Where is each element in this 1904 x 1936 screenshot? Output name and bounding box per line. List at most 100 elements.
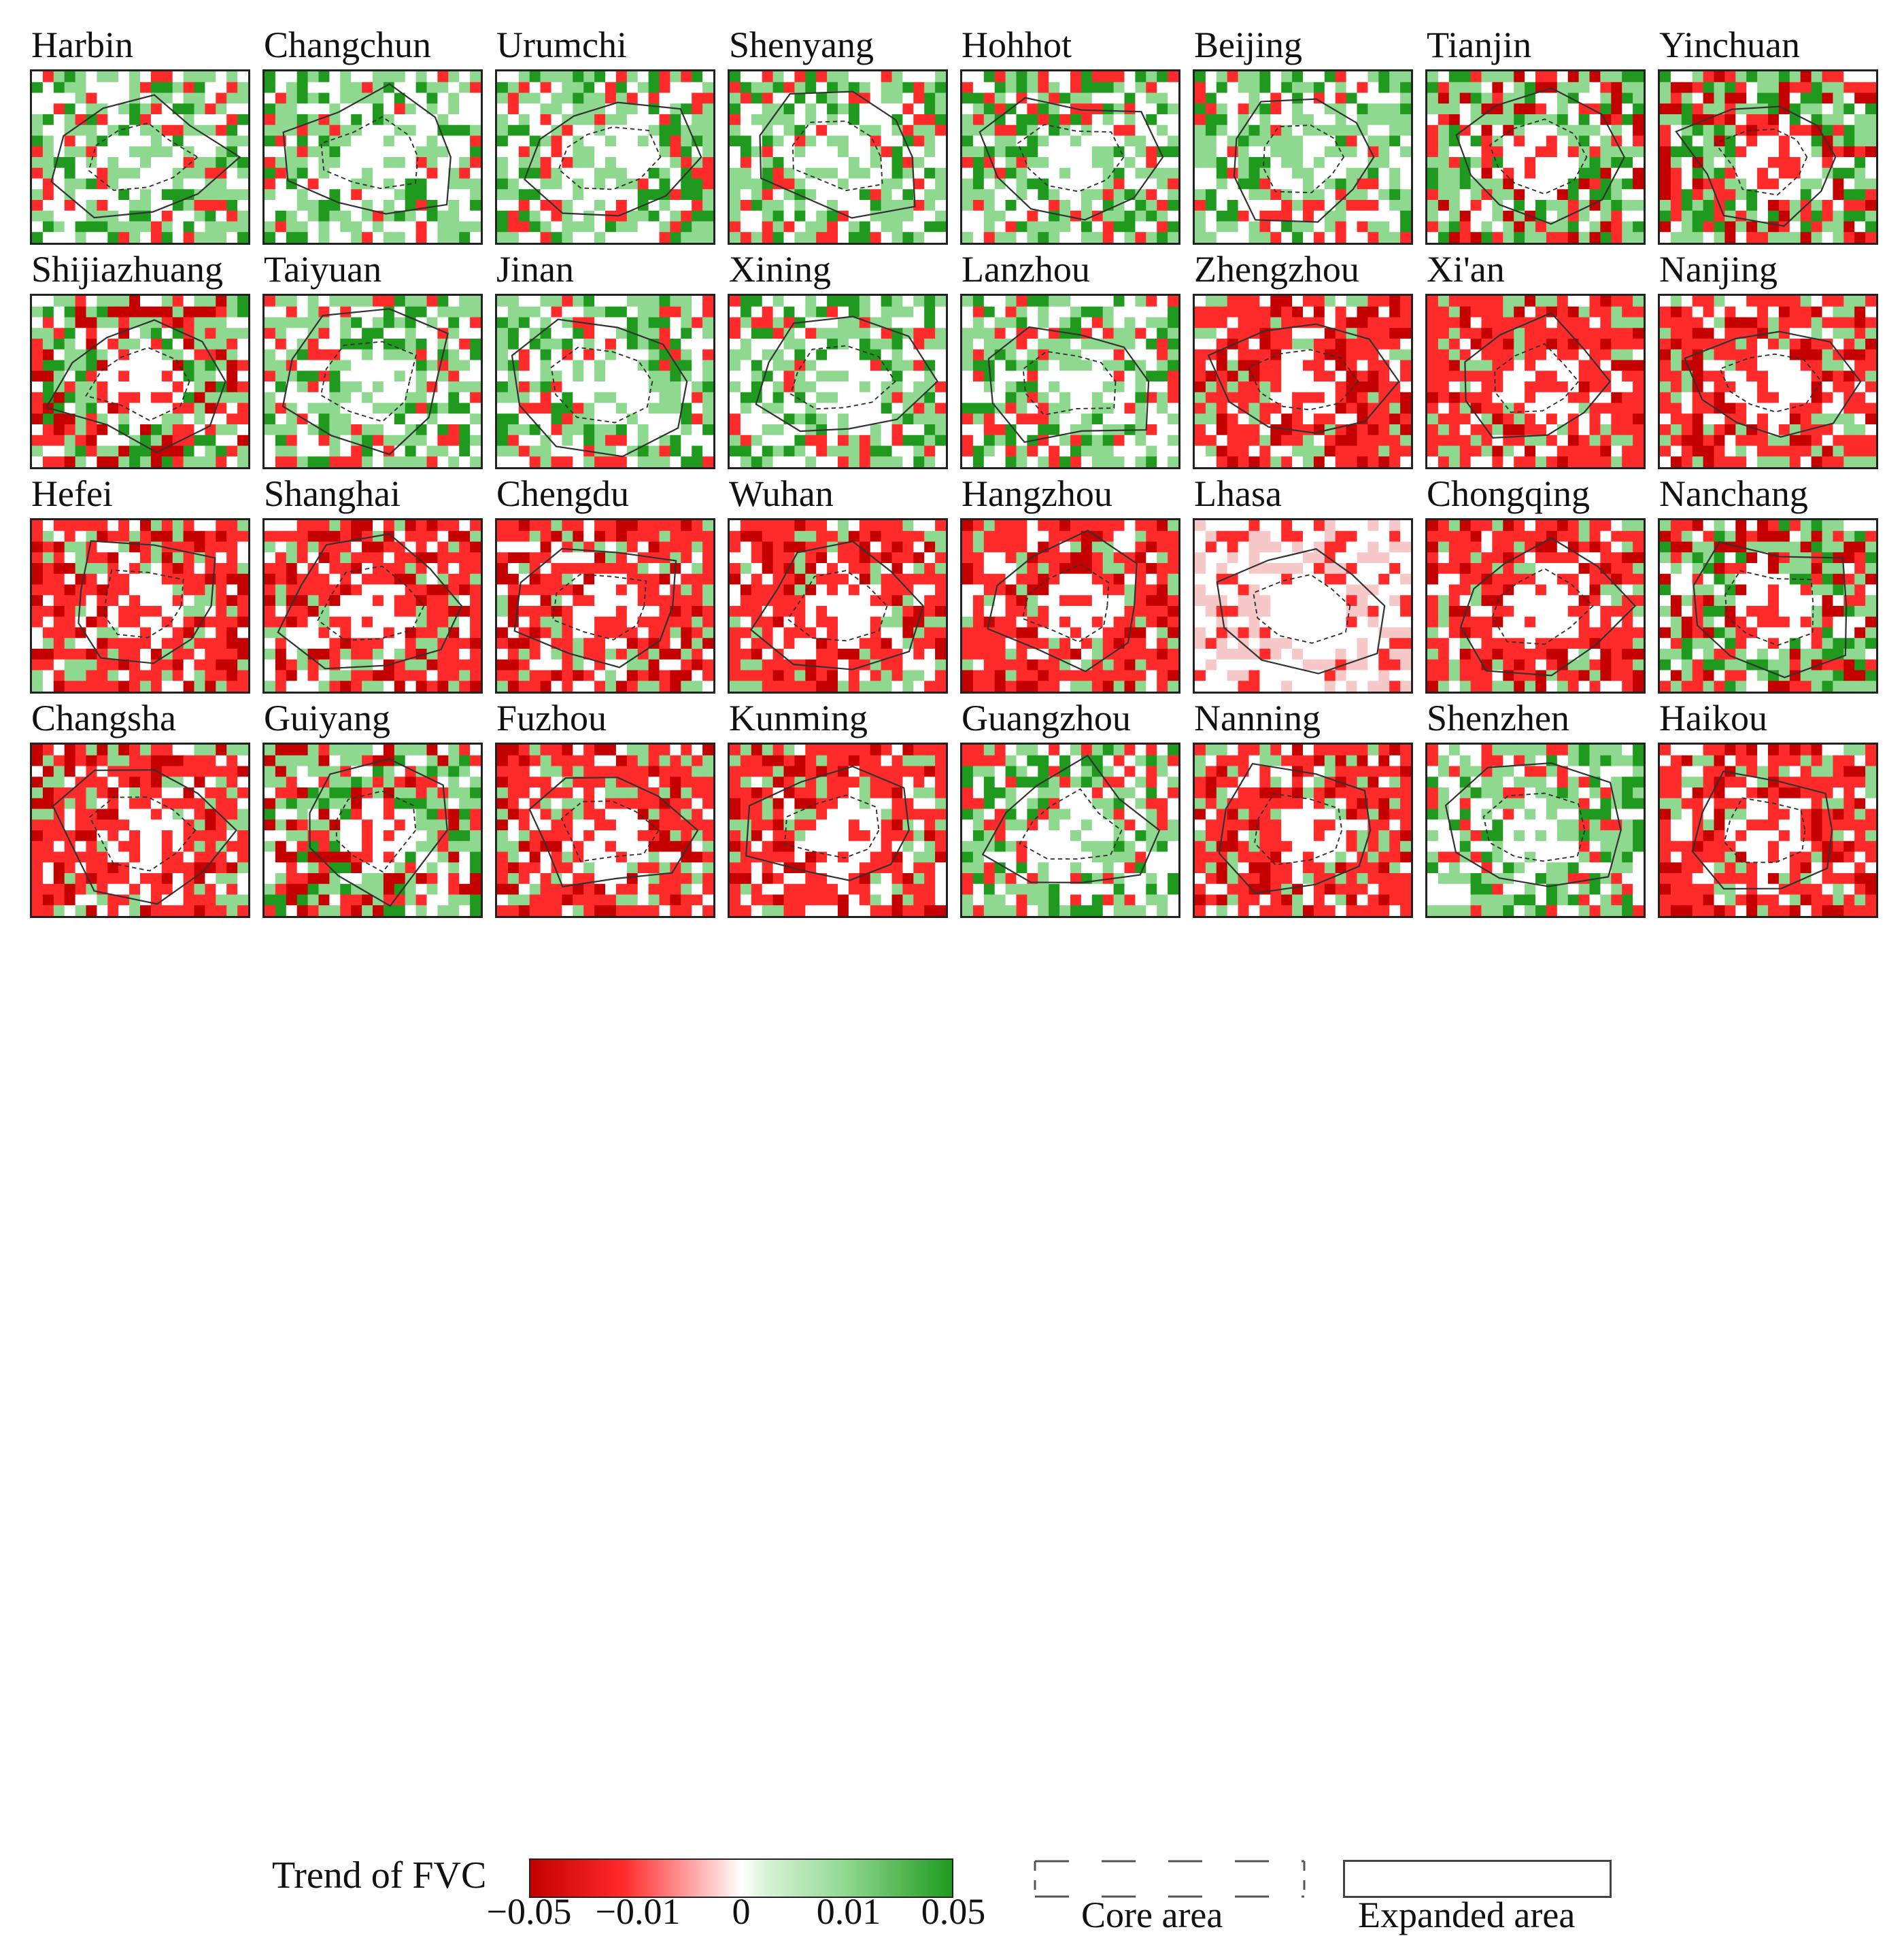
- expanded-area-boundary: [979, 97, 1164, 221]
- city-panel: Nanning: [1193, 698, 1425, 922]
- city-name: Beijing: [1194, 24, 1302, 65]
- fvc-trend-map: [728, 69, 948, 245]
- city-name: Lanzhou: [962, 249, 1090, 290]
- city-name: Taiyuan: [264, 249, 382, 290]
- city-name: Lhasa: [1194, 473, 1282, 514]
- expanded-area-boundary: [755, 316, 939, 432]
- fvc-trend-map: [1425, 518, 1646, 694]
- core-area-boundary: [1021, 563, 1110, 643]
- city-name: Haikou: [1659, 698, 1767, 738]
- city-name: Zhengzhou: [1194, 249, 1359, 290]
- city-name: Shenzhen: [1427, 698, 1569, 738]
- city-panel: Shenzhen: [1425, 698, 1658, 922]
- expanded-area-boundary: [1218, 762, 1372, 894]
- city-panel: Urumchi: [495, 24, 728, 249]
- city-name: Harbin: [31, 24, 133, 65]
- city-name: Hohhot: [962, 24, 1072, 65]
- city-panel: Hangzhou: [960, 473, 1193, 698]
- city-name: Guiyang: [264, 698, 390, 738]
- expanded-area-boundary: [1460, 537, 1637, 677]
- core-area-boundary: [1262, 124, 1345, 194]
- fvc-trend-map: [262, 69, 483, 245]
- city-panel: Lhasa: [1193, 473, 1425, 698]
- tick-label-zero: 0: [732, 1891, 751, 1932]
- city-panel: Yinchuan: [1658, 24, 1890, 249]
- city-name: Xining: [729, 249, 832, 290]
- expanded-area-boundary: [987, 529, 1138, 673]
- city-panel: Nanjing: [1658, 249, 1890, 473]
- city-name: Fuzhou: [496, 698, 607, 738]
- core-area-boundary: [558, 126, 662, 190]
- expanded-area-boundary: [511, 318, 688, 458]
- fvc-trend-map: [262, 294, 483, 469]
- expanded-area-boundary: [1444, 762, 1622, 887]
- legend-title: Trend of FVC: [272, 1854, 487, 1897]
- city-name: Nanning: [1194, 698, 1321, 738]
- core-area-boundary: [1247, 349, 1359, 411]
- core-area-boundary: [1017, 124, 1125, 192]
- expanded-area-boundary: [745, 765, 910, 881]
- city-name: Kunming: [729, 698, 868, 738]
- expanded-area-boundary: [1207, 323, 1400, 434]
- fvc-trend-map: [1658, 69, 1878, 245]
- expanded-area-boundary: [1675, 105, 1837, 227]
- city-panel: Kunming: [728, 698, 960, 922]
- fvc-trend-map: [30, 69, 250, 245]
- city-name: Jinan: [496, 249, 574, 290]
- fvc-trend-map: [960, 743, 1180, 918]
- expanded-area-swatch: [1343, 1860, 1612, 1898]
- expanded-area-boundary: [1693, 541, 1848, 679]
- core-area-boundary: [88, 796, 197, 872]
- expanded-area-boundary: [78, 540, 216, 664]
- fvc-trend-map: [1193, 294, 1413, 469]
- core-area-boundary: [784, 794, 880, 859]
- expanded-area-boundary: [524, 101, 702, 217]
- fvc-trend-map: [30, 294, 250, 469]
- fvc-trend-map: [262, 518, 483, 694]
- expanded-area-boundary: [282, 308, 449, 456]
- city-panel: Guiyang: [262, 698, 495, 922]
- core-area-boundary: [1491, 568, 1594, 645]
- city-name: Nanchang: [1659, 473, 1808, 514]
- city-panel: Changchun: [262, 24, 495, 249]
- city-name: Changsha: [31, 698, 176, 738]
- city-panel: Jinan: [495, 249, 728, 473]
- core-area-boundary: [1714, 129, 1808, 196]
- expanded-area-boundary: [45, 319, 226, 454]
- fvc-trend-map: [1425, 69, 1646, 245]
- fvc-trend-map: [1658, 294, 1878, 469]
- fvc-trend-map: [1193, 69, 1413, 245]
- city-panel: Beijing: [1193, 24, 1425, 249]
- fvc-trend-map: [1193, 518, 1413, 694]
- city-panel: Shenyang: [728, 24, 960, 249]
- city-panel: Haikou: [1658, 698, 1890, 922]
- core-area-boundary: [320, 341, 418, 422]
- expanded-area-boundary: [50, 94, 241, 219]
- expanded-area-boundary: [1233, 98, 1375, 223]
- city-name: Nanjing: [1659, 249, 1778, 290]
- core-area-boundary: [787, 570, 888, 642]
- legend: Trend of FVC −0.05 −0.01 0 0.01 0.05 Cor…: [0, 925, 1904, 1935]
- core-area-boundary: [88, 122, 199, 191]
- fvc-trend-map: [1658, 743, 1878, 918]
- expanded-area-boundary: [52, 769, 238, 905]
- tick-label-max: 0.05: [921, 1891, 986, 1932]
- city-panel: Hohhot: [960, 24, 1193, 249]
- fvc-trend-map: [728, 743, 948, 918]
- expanded-area-boundary: [981, 754, 1161, 883]
- fvc-trend-map: [960, 518, 1180, 694]
- fvc-trend-map: [728, 294, 948, 469]
- city-name: Urumchi: [496, 24, 627, 65]
- city-panel: Nanchang: [1658, 473, 1890, 698]
- core-area-boundary: [1019, 788, 1123, 860]
- city-panel: Taiyuan: [262, 249, 495, 473]
- expanded-area-boundary: [282, 83, 452, 215]
- city-name: Tianjin: [1427, 24, 1532, 65]
- city-panel: Chongqing: [1425, 473, 1658, 698]
- city-name: Wuhan: [729, 473, 834, 514]
- city-panel: Wuhan: [728, 473, 960, 698]
- core-area-swatch: [1034, 1860, 1306, 1898]
- expanded-area-boundary: [759, 90, 916, 219]
- core-area-boundary: [1489, 118, 1588, 195]
- expanded-area-boundary: [513, 547, 677, 668]
